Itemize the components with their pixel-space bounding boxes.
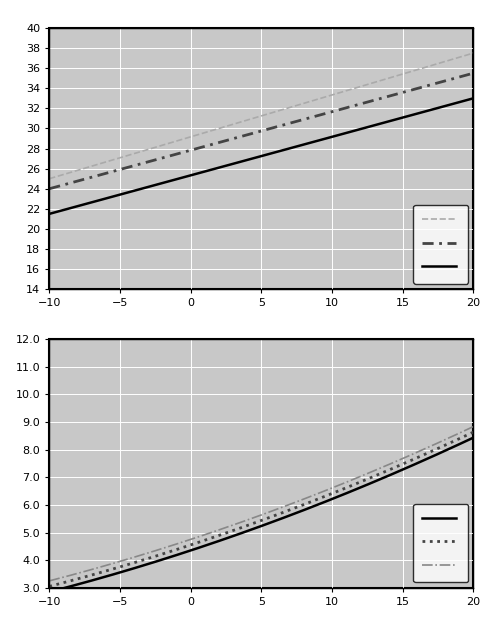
Bar <box>49 28 473 289</box>
Legend: , , : , , <box>413 504 468 582</box>
Legend: , , : , , <box>413 205 468 284</box>
Bar <box>49 339 473 588</box>
